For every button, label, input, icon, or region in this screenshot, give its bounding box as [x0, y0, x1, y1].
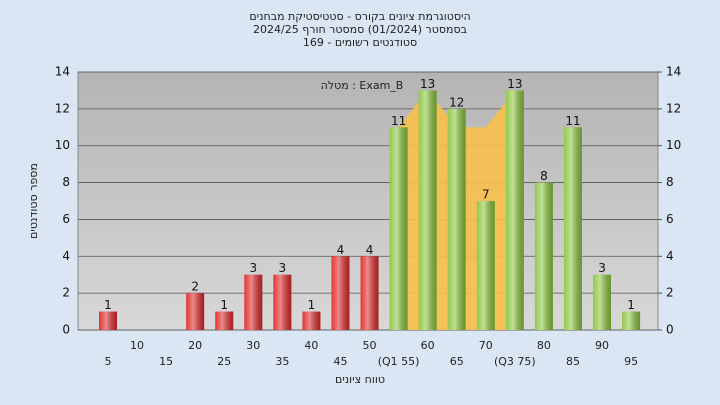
data-label: 1	[220, 298, 228, 312]
data-label: 12	[449, 95, 464, 109]
y-tick-label: 0	[62, 323, 70, 337]
x-tick-label: 30	[246, 339, 260, 352]
bar-shine	[273, 274, 292, 330]
x-tick-label: (Q3 75)	[494, 355, 536, 368]
x-tick-label: 65	[450, 355, 464, 368]
data-label: 11	[565, 114, 580, 128]
bar-shine	[302, 311, 321, 330]
y-axis-label: מספר סטודנטים	[27, 163, 40, 239]
x-tick-label: 25	[217, 355, 231, 368]
y-tick-label: 12	[55, 101, 70, 115]
x-tick-label: 35	[275, 355, 289, 368]
chart-subtitle: בסמסטר (01/2024) סמסטר חורף 2024/25	[253, 23, 467, 36]
data-label: 4	[366, 243, 374, 257]
data-label: 3	[279, 261, 287, 275]
y2-tick-label: 12	[666, 101, 681, 115]
x-tick-label: 40	[304, 339, 318, 352]
bar-shine	[389, 127, 408, 331]
data-label: 3	[598, 261, 606, 275]
bar-shine	[186, 293, 205, 330]
y2-tick-label: 14	[666, 65, 681, 79]
y-tick-label: 10	[55, 138, 70, 152]
x-tick-label: 20	[188, 339, 202, 352]
y-tick-label: 6	[62, 212, 70, 226]
x-tick-label: 90	[595, 339, 609, 352]
data-label: 3	[249, 261, 257, 275]
bar-shine	[331, 256, 350, 330]
data-label: 8	[540, 169, 548, 183]
data-label: 7	[482, 188, 490, 202]
y-tick-label: 4	[62, 249, 70, 263]
data-label: 1	[308, 298, 316, 312]
y-tick-label: 8	[62, 175, 70, 189]
y2-tick-label: 10	[666, 138, 681, 152]
data-label: 13	[507, 77, 522, 91]
bar-shine	[534, 182, 553, 330]
x-tick-label: (Q1 55)	[378, 355, 420, 368]
x-tick-label: 85	[566, 355, 580, 368]
data-label: 11	[391, 114, 406, 128]
chart-subtitle: סטודנטים רשומים - 169	[303, 36, 417, 49]
x-tick-label: 60	[421, 339, 435, 352]
x-axis-label: טווח ציונים	[335, 373, 385, 386]
y2-tick-label: 4	[666, 249, 674, 263]
y2-tick-label: 6	[666, 212, 674, 226]
x-tick-label: 45	[333, 355, 347, 368]
bar-shine	[476, 201, 495, 330]
data-label: 1	[104, 298, 112, 312]
bar-shine	[447, 108, 466, 330]
x-tick-label: 15	[159, 355, 173, 368]
data-label: 13	[420, 77, 435, 91]
bar-shine	[505, 90, 524, 330]
x-tick-label: 95	[624, 355, 638, 368]
y2-tick-label: 0	[666, 323, 674, 337]
x-tick-label: 70	[479, 339, 493, 352]
x-tick-label: 50	[363, 339, 377, 352]
data-label: 2	[191, 280, 199, 294]
bar-shine	[593, 274, 612, 330]
bar-shine	[622, 311, 641, 330]
y2-tick-label: 2	[666, 286, 674, 300]
data-label: 4	[337, 243, 345, 257]
x-tick-label: 80	[537, 339, 551, 352]
bar-shine	[99, 311, 117, 330]
y-tick-label: 2	[62, 286, 70, 300]
y-tick-label: 14	[55, 65, 70, 79]
bar-shine	[215, 311, 234, 330]
x-tick-label: 10	[130, 339, 144, 352]
annotation: מטלה : Exam_B	[321, 79, 404, 92]
bar-shine	[244, 274, 263, 330]
x-tick-label: 5	[105, 355, 112, 368]
y2-tick-label: 8	[666, 175, 674, 189]
chart-title: היסטוגרמת ציונים בקורס - סטטיסטיקת מבחני…	[249, 10, 470, 23]
bar-shine	[563, 127, 582, 331]
bar-shine	[418, 90, 437, 330]
data-label: 1	[627, 298, 635, 312]
bar-shine	[360, 256, 379, 330]
